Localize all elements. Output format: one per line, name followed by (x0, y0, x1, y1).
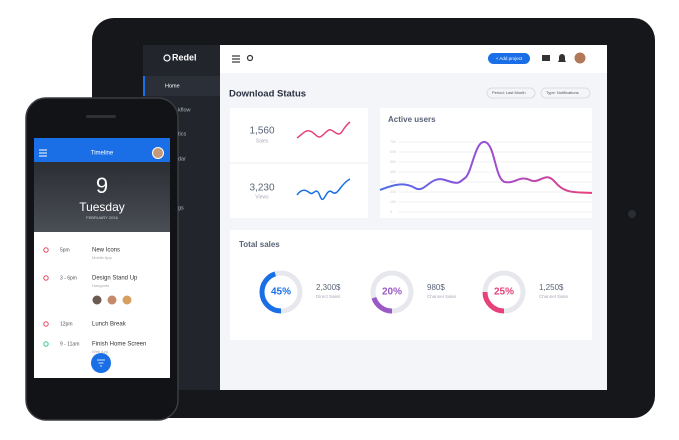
stat-label: Sales (256, 138, 269, 144)
date-weekday: Tuesday (79, 200, 125, 214)
event-time: 9 - 11am (60, 341, 79, 347)
date-banner (34, 162, 170, 232)
stat-label: Views (255, 194, 269, 200)
sparkline (296, 178, 351, 201)
mail-icon[interactable] (542, 55, 550, 61)
sidebar-item[interactable]: kflow (178, 107, 191, 113)
event-subtitle: Web App (92, 349, 109, 354)
active-users-line (379, 141, 593, 194)
y-tick-label: 0 (390, 210, 392, 214)
stat-value: 3,230 (249, 183, 274, 194)
donut-arc (482, 270, 526, 314)
event-dot (43, 321, 49, 327)
sidebar-active (143, 76, 220, 96)
search-icon[interactable] (246, 54, 254, 62)
event-subtitle: Mobile App (92, 255, 113, 260)
menu-icon (232, 55, 240, 63)
y-tick-label: 700 (390, 140, 396, 144)
event-time: 3 - 6pm (60, 275, 77, 281)
sales-amount: 980$ (427, 283, 445, 292)
y-tick-label: 100 (390, 200, 396, 204)
card-title: Active users (388, 115, 436, 124)
add-project-button[interactable] (488, 53, 530, 64)
y-tick-label: 600 (390, 150, 396, 154)
filter[interactable] (486, 87, 536, 99)
user-avatar[interactable] (574, 52, 586, 64)
sales-amount: 2,300$ (316, 283, 341, 292)
phone-header (34, 138, 170, 162)
filter-label[interactable]: Period: Last Month (492, 90, 526, 95)
event-subtitle: Hangouts (92, 283, 109, 288)
brand-logo (163, 54, 171, 62)
filter[interactable] (540, 87, 591, 99)
y-tick-label: 300 (390, 180, 396, 184)
sidebar-active-bar (143, 76, 145, 96)
page-title: Download Status (229, 89, 306, 100)
donut-label: 45% (271, 287, 291, 298)
stat-value: 1,560 (249, 126, 274, 137)
donut-label: 20% (382, 287, 402, 298)
event-title: Lunch Break (92, 322, 127, 328)
y-tick-label: 400 (390, 170, 396, 174)
donut-arc (259, 270, 303, 314)
sales-label: Direct Sales (316, 294, 341, 299)
attendee-avatar (122, 295, 132, 305)
sidebar-item[interactable]: Home (165, 83, 180, 89)
date-month: FEBRUARY 2016 (86, 215, 118, 220)
donut-label: 25% (494, 287, 514, 298)
attendee-avatar (92, 295, 102, 305)
attendee-avatar (107, 295, 117, 305)
y-tick-label: 200 (390, 190, 396, 194)
event-dot (43, 275, 49, 281)
sidebar-item[interactable]: tics (178, 131, 187, 137)
event-title: Finish Home Screen (92, 342, 146, 348)
event-title: Design Stand Up (92, 276, 138, 282)
y-tick-label: 500 (390, 160, 396, 164)
event-time: 5pm (60, 247, 70, 253)
event-time: 12pm (60, 321, 73, 327)
tablet-button (628, 210, 636, 218)
sales-label: Channel Sales (427, 294, 457, 299)
sales-amount: 1,250$ (539, 283, 564, 292)
event-dot (43, 341, 49, 347)
sidebar-item[interactable]: gs (178, 205, 184, 211)
date-day: 9 (96, 173, 108, 198)
fab-icon[interactable] (97, 359, 105, 367)
bell-icon[interactable] (558, 54, 566, 62)
sidebar-item[interactable]: dar (178, 156, 186, 162)
sales-label: Channel Sales (539, 294, 569, 299)
donut-arc (370, 270, 414, 314)
phone-menu-icon[interactable] (39, 149, 47, 157)
phone-speaker (86, 115, 116, 118)
sparkline (296, 121, 351, 139)
add-project-label[interactable]: + Add project (496, 56, 523, 61)
active-users-card (380, 108, 592, 218)
event-dot (43, 247, 49, 253)
phone-title: Timeline (91, 151, 114, 157)
brand: Redel (172, 52, 197, 62)
filter-label[interactable]: Type: Notifications (546, 90, 579, 95)
phone-avatar[interactable] (152, 147, 164, 159)
card-title: Total sales (239, 240, 280, 249)
event-title: New Icons (92, 248, 120, 254)
